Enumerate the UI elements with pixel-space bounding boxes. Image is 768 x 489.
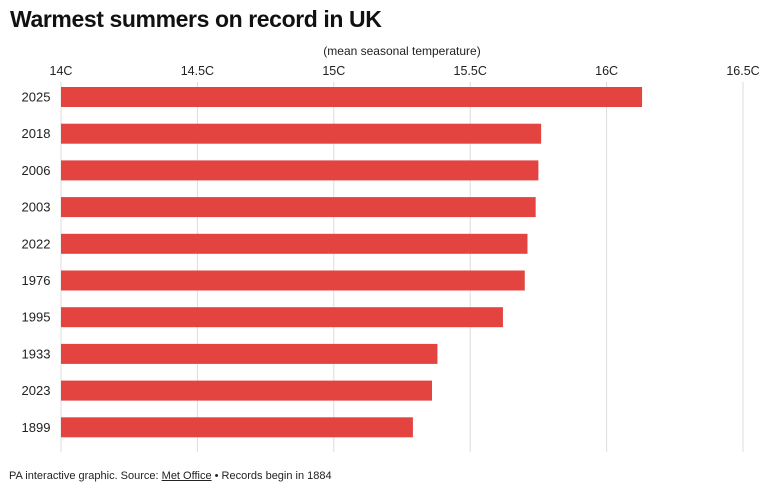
x-tick-label: 14.5C (181, 64, 214, 78)
x-axis-caption: (mean seasonal temperature) (323, 44, 480, 58)
bar-2018 (61, 123, 542, 144)
x-axis-ticks: 14C 14.5C 15C 15.5C 16C 16.5C (50, 64, 760, 78)
category-label: 1976 (22, 273, 51, 288)
chart-title: Warmest summers on record in UK (10, 6, 382, 32)
category-label: 1933 (22, 346, 51, 361)
category-label: 2025 (22, 90, 51, 105)
category-label: 2006 (22, 163, 51, 178)
bar-1995 (61, 307, 503, 328)
bar-2023 (61, 380, 433, 401)
category-label: 1899 (22, 420, 51, 435)
category-label: 2003 (22, 200, 51, 215)
bar-1933 (61, 343, 438, 364)
y-axis-labels: 2025 2018 2006 2003 2022 1976 1995 1933 2023 1899 (22, 90, 51, 435)
bars (61, 87, 643, 438)
bar-2006 (61, 160, 539, 181)
source-link[interactable]: Met Office (161, 470, 212, 482)
category-label: 1995 (22, 310, 51, 325)
x-tick-label: 16.5C (726, 64, 759, 78)
category-label: 2022 (22, 236, 51, 251)
x-tick-label: 15C (322, 64, 345, 78)
category-label: 2023 (22, 383, 51, 398)
bar-2025 (61, 87, 643, 107)
footer-prefix: PA interactive graphic. Source: (9, 470, 162, 482)
category-label: 2018 (22, 126, 51, 141)
x-tick-label: 16C (595, 64, 618, 78)
source-footer: PA interactive graphic. Source: Met Offi… (9, 470, 332, 482)
bar-2003 (61, 197, 536, 218)
x-tick-label: 14C (50, 64, 73, 78)
bar-2022 (61, 233, 528, 254)
bar-1899 (61, 417, 413, 438)
footer-suffix: • Records begin in 1884 (211, 470, 332, 482)
x-tick-label: 15.5C (454, 64, 487, 78)
bar-1976 (61, 270, 525, 291)
